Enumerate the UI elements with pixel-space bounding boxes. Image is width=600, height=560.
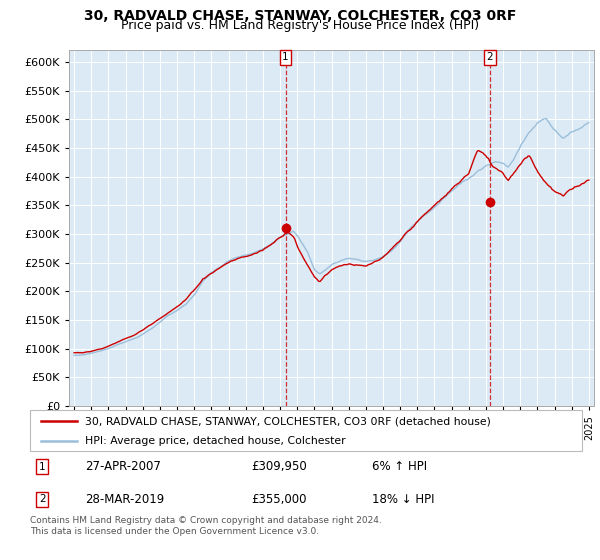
Text: HPI: Average price, detached house, Colchester: HPI: Average price, detached house, Colc… xyxy=(85,436,346,446)
Text: Price paid vs. HM Land Registry's House Price Index (HPI): Price paid vs. HM Land Registry's House … xyxy=(121,19,479,32)
Text: 18% ↓ HPI: 18% ↓ HPI xyxy=(372,493,435,506)
Text: 2: 2 xyxy=(39,494,46,505)
Text: £309,950: £309,950 xyxy=(251,460,307,473)
Text: 28-MAR-2019: 28-MAR-2019 xyxy=(85,493,164,506)
Text: Contains HM Land Registry data © Crown copyright and database right 2024.
This d: Contains HM Land Registry data © Crown c… xyxy=(30,516,382,536)
Text: 1: 1 xyxy=(39,461,46,472)
Text: 27-APR-2007: 27-APR-2007 xyxy=(85,460,161,473)
FancyBboxPatch shape xyxy=(30,410,582,451)
Text: £355,000: £355,000 xyxy=(251,493,307,506)
Text: 2: 2 xyxy=(487,52,493,62)
Text: 6% ↑ HPI: 6% ↑ HPI xyxy=(372,460,427,473)
Text: 30, RADVALD CHASE, STANWAY, COLCHESTER, CO3 0RF: 30, RADVALD CHASE, STANWAY, COLCHESTER, … xyxy=(84,9,516,23)
Text: 1: 1 xyxy=(282,52,289,62)
Text: 30, RADVALD CHASE, STANWAY, COLCHESTER, CO3 0RF (detached house): 30, RADVALD CHASE, STANWAY, COLCHESTER, … xyxy=(85,417,491,426)
